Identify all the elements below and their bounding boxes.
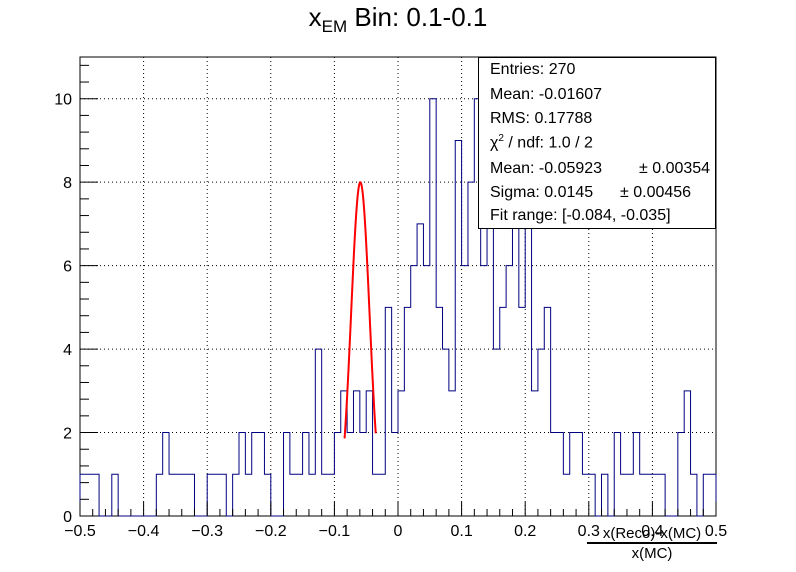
axes: −0.5 −0.4 −0.3 −0.2 −0.1 0 0.1 0.2 0.3 0.4 0.5 0 2 4 6…	[54, 64, 727, 540]
title-rest: Bin: 0.1-0.1	[347, 2, 488, 32]
x-tick-label: −0.2	[255, 523, 287, 540]
stats-entries: Entries: 270	[490, 61, 576, 78]
stats-fit-mean-error: ± 0.00354	[639, 160, 711, 177]
stats-fit-sigma: Sigma: 0.0145	[490, 184, 594, 201]
y-tick-label: 6	[63, 259, 72, 276]
y-tick-label: 4	[63, 342, 72, 359]
title-subscript: EM	[321, 17, 348, 36]
stats-chi2: χ2 / ndf: 1.0 / 2	[490, 133, 593, 152]
x-tick-label: −0.5	[64, 523, 96, 540]
stats-fit-mean: Mean: -0.05923	[490, 160, 603, 177]
chart-title: xEM Bin: 0.1-0.1	[0, 2, 796, 37]
title-x: x	[308, 2, 322, 32]
stats-box: Entries: 270 Mean: -0.01607 RMS: 0.17788…	[478, 57, 716, 229]
stats-mean: Mean: -0.01607	[490, 86, 603, 103]
y-tick-label: 0	[63, 509, 72, 526]
x-tick-label: 0.3	[578, 523, 600, 540]
x-tick-label: −0.4	[128, 523, 160, 540]
x-tick-label: 0.1	[450, 523, 472, 540]
y-tick-label: 8	[63, 175, 72, 192]
x-axis-title: x(Reco)-x(MC) x(MC)	[587, 525, 717, 562]
stats-fit-range: Fit range: [-0.084, -0.035]	[490, 207, 671, 224]
x-tick-label: −0.3	[191, 523, 223, 540]
x-tick-label: 0.4	[641, 523, 663, 540]
x-tick-label: 0	[394, 523, 403, 540]
x-axis-title-numerator: x(Reco)-x(MC)	[587, 525, 717, 544]
x-axis-title-denominator: x(MC)	[631, 545, 673, 562]
chi2-ndf: / ndf: 1.0 / 2	[503, 134, 593, 152]
stats-fit-sigma-error: ± 0.00456	[620, 184, 692, 201]
x-tick-label: 0.2	[514, 523, 536, 540]
stats-rms: RMS: 0.17788	[490, 110, 593, 127]
y-tick-label: 2	[63, 426, 72, 443]
chi-symbol: χ	[490, 134, 499, 152]
gaussian-fit-curve	[343, 181, 377, 439]
y-tick-label: 10	[54, 92, 72, 109]
chi-exponent: 2	[498, 133, 504, 144]
x-tick-label: 0.5	[705, 523, 727, 540]
histogram-line	[79, 98, 717, 517]
x-tick-label: −0.1	[319, 523, 351, 540]
